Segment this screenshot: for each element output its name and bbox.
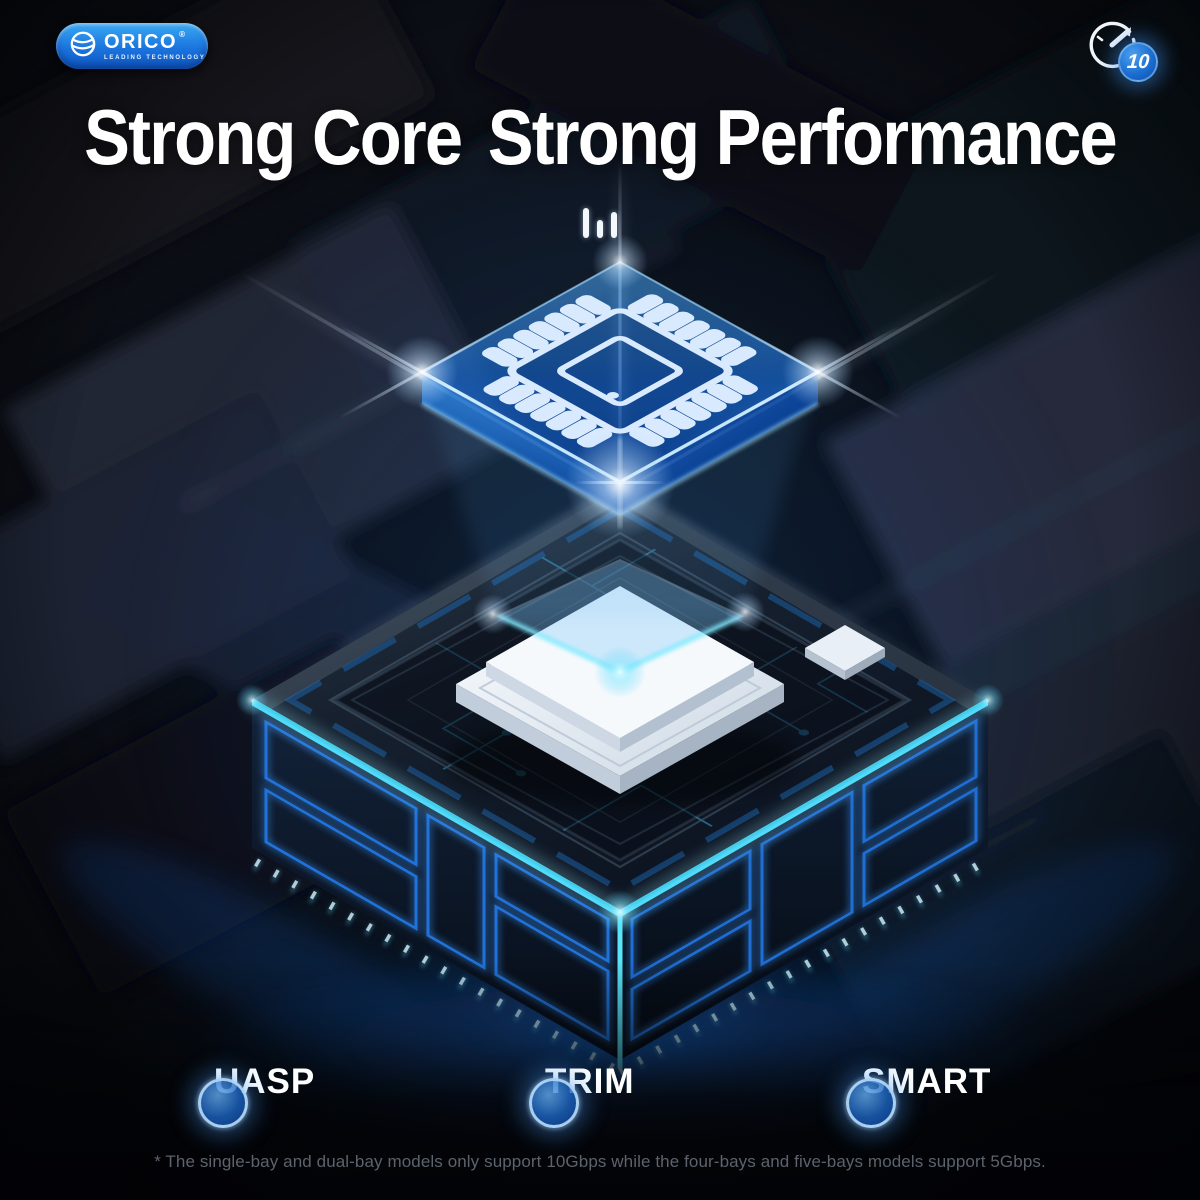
- brand-name: ORICO ®: [104, 29, 187, 53]
- feature-dot-icon: [529, 1078, 579, 1128]
- speed-10-badge: 10: [1118, 42, 1158, 82]
- speed-value: 10: [1126, 50, 1150, 73]
- registered-mark: ®: [179, 29, 187, 39]
- feature-dot-icon: [846, 1078, 896, 1128]
- feature-trim: TRIM: [529, 1062, 635, 1132]
- globe-icon: [69, 30, 97, 63]
- title-part-2: Strong Performance: [487, 93, 1118, 181]
- feature-dot-icon: [198, 1078, 248, 1128]
- feature-uasp: UASP: [198, 1062, 315, 1132]
- brand-tagline: LEADING TECHNOLOGY: [104, 54, 206, 61]
- orico-logo: ORICO ® LEADING TECHNOLOGY: [56, 23, 208, 69]
- page-title: Strong Core Strong Performance: [72, 92, 1128, 183]
- title-part-1: Strong Core: [84, 93, 463, 181]
- speed-gauge: 10: [1086, 14, 1166, 90]
- three-bars-icon: [578, 206, 622, 238]
- feature-smart: SMART: [846, 1062, 991, 1132]
- footnote: * The single-bay and dual-bay models onl…: [154, 1152, 1046, 1171]
